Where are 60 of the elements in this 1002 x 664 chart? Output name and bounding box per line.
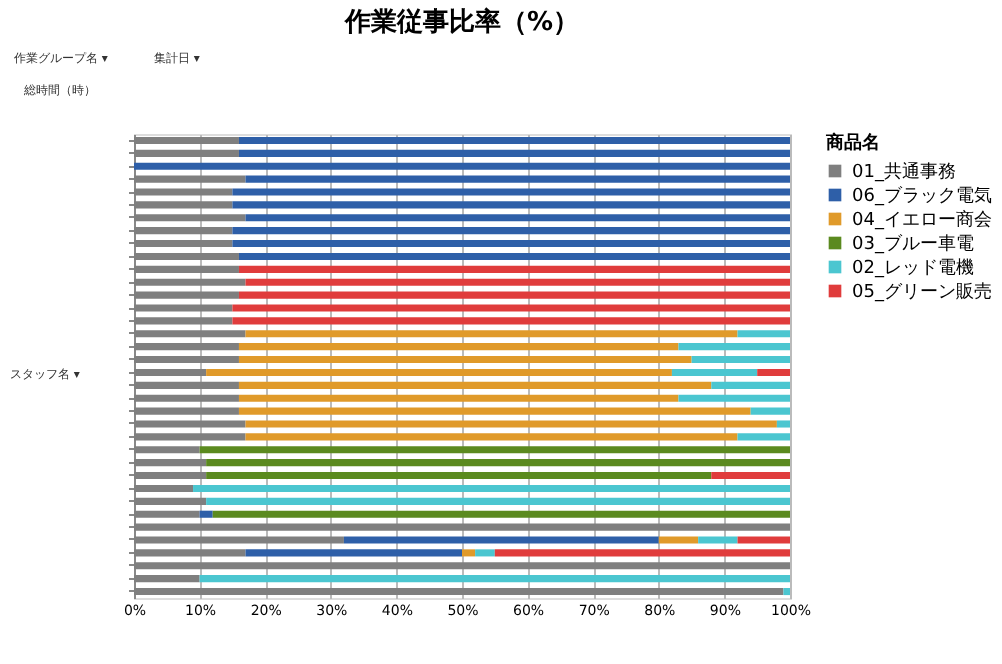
bar — [737, 330, 790, 338]
bar — [199, 510, 213, 518]
bar — [238, 356, 692, 364]
bar — [757, 368, 790, 376]
bar — [238, 265, 790, 273]
bar — [776, 420, 790, 428]
bar — [678, 394, 790, 402]
bar — [245, 214, 790, 222]
bar — [737, 536, 790, 544]
bar — [206, 472, 712, 480]
bar — [212, 510, 790, 518]
bar — [343, 536, 659, 544]
legend-label: 04_イエロー商会 — [852, 209, 992, 231]
bar — [245, 330, 738, 338]
bar — [711, 472, 790, 480]
bar — [658, 536, 699, 544]
legend-label: 03_ブルー車電 — [852, 233, 974, 255]
bar — [245, 420, 777, 428]
bar — [232, 227, 790, 235]
bar — [238, 381, 712, 389]
bar — [678, 343, 790, 351]
legend-label: 05_グリーン販売 — [852, 281, 992, 303]
bar — [245, 278, 790, 286]
bar — [238, 136, 790, 144]
bar — [238, 394, 679, 402]
bar — [462, 549, 476, 557]
bar — [245, 433, 738, 441]
bar — [711, 381, 790, 389]
bar — [206, 497, 790, 505]
chart-title: 作業従事比率（%） — [342, 6, 580, 38]
bar — [737, 433, 790, 441]
bar — [698, 536, 738, 544]
bar — [671, 368, 758, 376]
bar — [232, 304, 790, 312]
bar — [193, 484, 790, 492]
bar — [238, 291, 790, 299]
bar — [238, 343, 679, 351]
bar — [691, 356, 790, 364]
bar — [206, 459, 790, 467]
bar — [238, 252, 790, 260]
legend-label: 01_共通事務 — [852, 161, 956, 183]
legend-label: 02_レッド電機 — [852, 257, 974, 279]
bar — [199, 575, 790, 583]
bar — [199, 446, 790, 454]
bar — [232, 188, 790, 196]
bar — [245, 549, 462, 557]
bar — [232, 201, 790, 209]
bar — [232, 317, 790, 325]
legend-label: 06_ブラック電気 — [852, 185, 992, 207]
legend-title: 商品名 — [824, 132, 880, 154]
bar — [134, 162, 790, 170]
bar — [232, 240, 790, 248]
bar — [238, 149, 790, 157]
bar — [475, 549, 495, 557]
bar — [494, 549, 790, 557]
bar — [245, 175, 790, 183]
bar — [206, 368, 672, 376]
bar — [750, 407, 790, 415]
bar — [783, 588, 790, 596]
bar — [238, 407, 751, 415]
